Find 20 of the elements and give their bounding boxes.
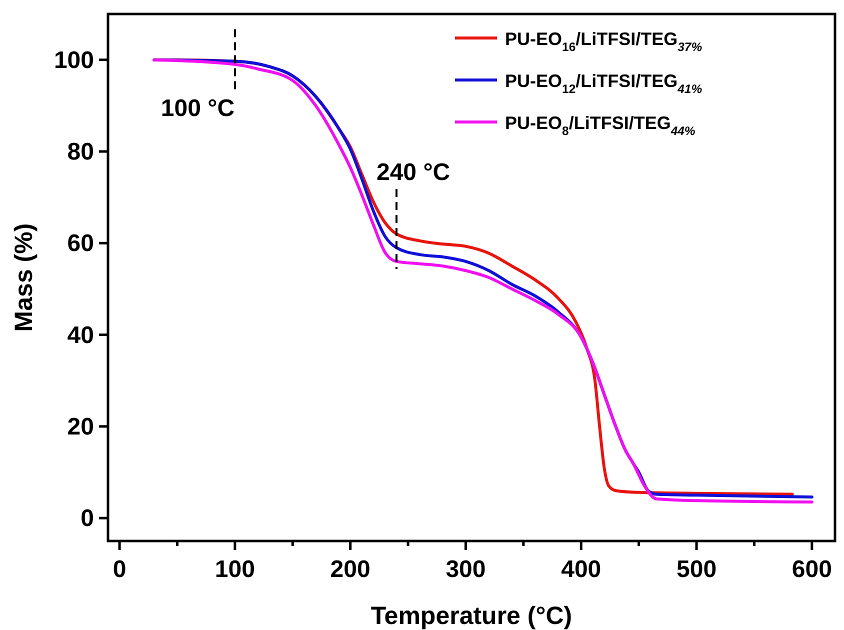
x-tick-label: 600: [792, 556, 832, 583]
y-tick-label: 60: [67, 230, 94, 258]
x-axis-title: Temperature (°C): [370, 602, 572, 630]
legend-label: PU-EO$_{8}$/LiTFSI/TEG$_{44%}$: [505, 113, 696, 138]
x-tick-label: 0: [112, 556, 126, 583]
y-tick-label: 20: [67, 413, 94, 440]
legend-label: PU-EO$_{12}$/LiTFSI/TEG$_{41%}$: [505, 71, 702, 96]
x-tick-label: 500: [676, 556, 717, 583]
y-tick-label: 40: [67, 322, 94, 349]
legend-label: PU-EO$_{16}$/LiTFSI/TEG$_{37%}$: [505, 29, 702, 54]
x-tick-label: 400: [561, 556, 602, 583]
x-tick-label: 100: [214, 556, 255, 583]
y-tick-label: 80: [67, 138, 94, 166]
annotation: 100 °C: [160, 95, 235, 122]
annotation: 240 °C: [376, 158, 450, 186]
y-axis-title: Mass (%): [10, 223, 38, 332]
y-tick-label: 100: [54, 46, 94, 74]
x-tick-label: 300: [446, 556, 486, 583]
y-tick-label: 0: [80, 505, 94, 532]
x-tick-label: 200: [330, 556, 370, 583]
